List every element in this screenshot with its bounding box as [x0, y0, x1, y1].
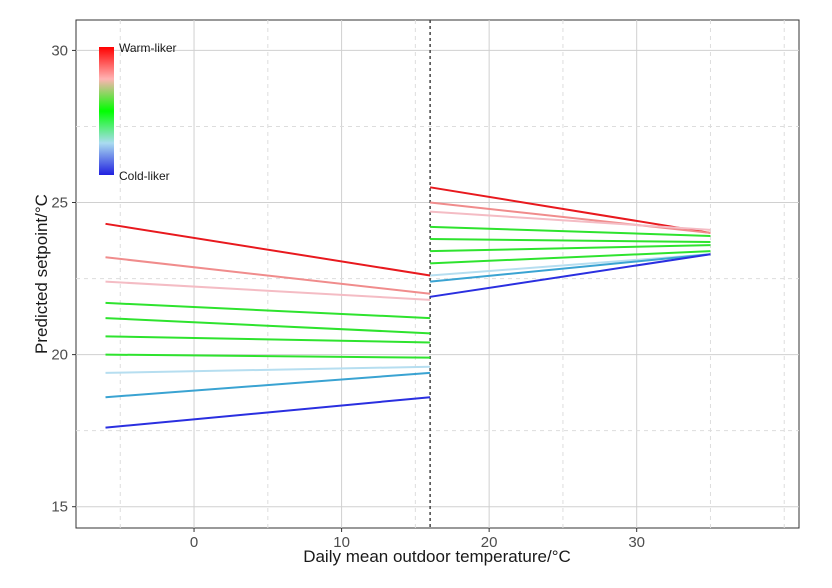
- legend-top-label: Warm-liker: [119, 41, 177, 55]
- x-tick-label: 10: [333, 534, 350, 551]
- y-tick-label: 25: [51, 195, 68, 212]
- series-line-5-below-breakpoint: [105, 317, 431, 335]
- x-tick-label: 0: [190, 534, 198, 551]
- series-line-9-below-breakpoint: [105, 371, 431, 399]
- series-line-8-below-breakpoint: [105, 365, 431, 374]
- series-line-6-below-breakpoint: [105, 335, 431, 344]
- x-tick-label: 30: [628, 534, 645, 551]
- series-line-8-above-breakpoint: [430, 253, 711, 277]
- legend-colorbar: [99, 47, 114, 175]
- x-tick-label: 20: [481, 534, 498, 551]
- series-line-4-below-breakpoint: [105, 301, 431, 320]
- series-layer: [105, 186, 711, 429]
- x-axis-title: Daily mean outdoor temperature/°C: [303, 547, 571, 566]
- legend-bottom-label: Cold-liker: [119, 169, 170, 183]
- y-tick-label: 30: [51, 42, 68, 59]
- series-line-6-above-breakpoint: [430, 244, 711, 253]
- series-line-7-below-breakpoint: [105, 353, 431, 359]
- series-line-9-above-breakpoint: [430, 253, 711, 283]
- series-line-3-below-breakpoint: [105, 280, 431, 301]
- series-line-2-below-breakpoint: [105, 256, 431, 295]
- series-line-5-above-breakpoint: [430, 238, 711, 244]
- series-line-1-above-breakpoint: [429, 186, 711, 234]
- y-tick-label: 20: [51, 347, 68, 364]
- series-line-2-above-breakpoint: [430, 201, 711, 234]
- series-line-4-above-breakpoint: [430, 225, 711, 237]
- series-line-7-above-breakpoint: [430, 250, 711, 265]
- series-line-1-below-breakpoint: [105, 222, 431, 277]
- series-line-3-above-breakpoint: [430, 210, 711, 231]
- legend: Warm-liker Cold-liker: [99, 41, 177, 183]
- y-tick-label: 15: [51, 499, 68, 516]
- series-line-10-below-breakpoint: [105, 396, 431, 429]
- y-axis-title: Predicted setpoint/°C: [32, 194, 51, 354]
- series-line-10-above-breakpoint: [429, 253, 711, 298]
- tick-labels: 0 10 20 30 15 20 25 30: [51, 42, 645, 551]
